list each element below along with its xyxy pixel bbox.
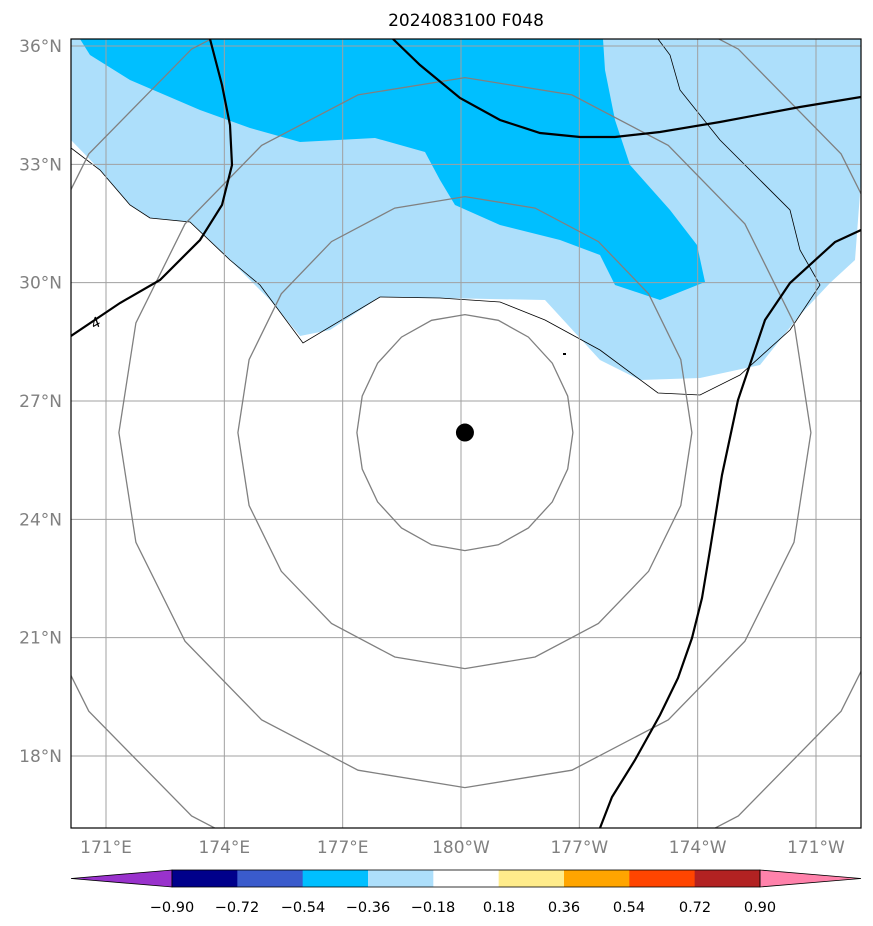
x-axis-ticks: 171°E 174°E 177°E 180°W 177°W 174°W 171°W — [80, 838, 845, 858]
contour-northwest — [71, 39, 234, 337]
x-tick-label-1: 174°E — [198, 838, 250, 858]
colorbar-tick-labels: −0.90 −0.72 −0.54 −0.36 −0.18 0.18 0.36 0.54 0.7… — [150, 900, 776, 916]
colorbar-tick-label-3: −0.36 — [346, 900, 390, 916]
grid — [71, 39, 861, 828]
y-axis-ticks: 36°N 33°N 30°N 27°N 24°N 21°N 18°N — [19, 37, 62, 767]
colorbar — [70, 869, 862, 888]
colorbar-tick-label-1: −0.72 — [215, 900, 259, 916]
x-tick-label-4: 177°W — [550, 838, 608, 858]
y-tick-label-6: 18°N — [19, 747, 62, 767]
outline-dot — [563, 353, 566, 355]
y-tick-label-3: 27°N — [19, 392, 62, 412]
region-outline — [71, 39, 821, 396]
colorbar-tick-label-4: −0.18 — [411, 900, 455, 916]
y-tick-label-4: 24°N — [19, 510, 62, 530]
colorbar-tick-label-9: 0.90 — [744, 900, 776, 916]
colorbar-segment-5 — [498, 870, 565, 887]
y-tick-label-2: 30°N — [19, 274, 62, 294]
colorbar-segment-0 — [172, 870, 238, 887]
range-rings — [71, 39, 861, 828]
colorbar-tick-label-2: −0.54 — [281, 900, 325, 916]
plot-area: 4 — [71, 39, 861, 828]
colorbar-segment-4 — [433, 870, 500, 887]
x-tick-label-5: 174°W — [669, 838, 727, 858]
y-tick-label-0: 36°N — [19, 37, 62, 57]
colorbar-tick-label-8: 0.72 — [679, 900, 711, 916]
range-ring-3 — [118, 76, 812, 789]
colorbar-extend-low — [70, 869, 173, 888]
contour-east — [598, 229, 861, 828]
range-ring-2 — [237, 195, 693, 670]
colorbar-segment-8 — [694, 870, 761, 887]
x-tick-label-6: 171°W — [787, 838, 845, 858]
range-ring-1 — [356, 313, 574, 552]
colorbar-tick-label-7: 0.54 — [613, 900, 645, 916]
y-tick-label-1: 33°N — [19, 155, 62, 175]
contour-label: 4 — [88, 314, 104, 332]
colorbar-segment-1 — [237, 870, 304, 887]
x-tick-label-3: 180°W — [432, 838, 490, 858]
y-tick-label-5: 21°N — [19, 629, 62, 649]
plot-frame — [70, 38, 862, 829]
colorbar-tick-label-5: 0.18 — [483, 900, 515, 916]
colorbar-segment-2 — [302, 870, 369, 887]
colorbar-segment-3 — [368, 870, 434, 887]
colorbar-segment-6 — [564, 870, 630, 887]
x-tick-label-0: 171°E — [80, 838, 132, 858]
colorbar-tick-label-6: 0.36 — [548, 900, 580, 916]
colorbar-frame — [171, 869, 761, 888]
colorbar-segment-7 — [629, 870, 696, 887]
x-tick-label-2: 177°E — [317, 838, 369, 858]
colorbar-extend-high — [759, 869, 862, 888]
chart-title: 2024083100 F048 — [388, 11, 544, 31]
contour-north — [392, 39, 861, 139]
colorbar-tick-label-0: −0.90 — [150, 900, 194, 916]
storm-center-marker — [455, 423, 474, 442]
shading-mid-blue — [80, 39, 705, 300]
